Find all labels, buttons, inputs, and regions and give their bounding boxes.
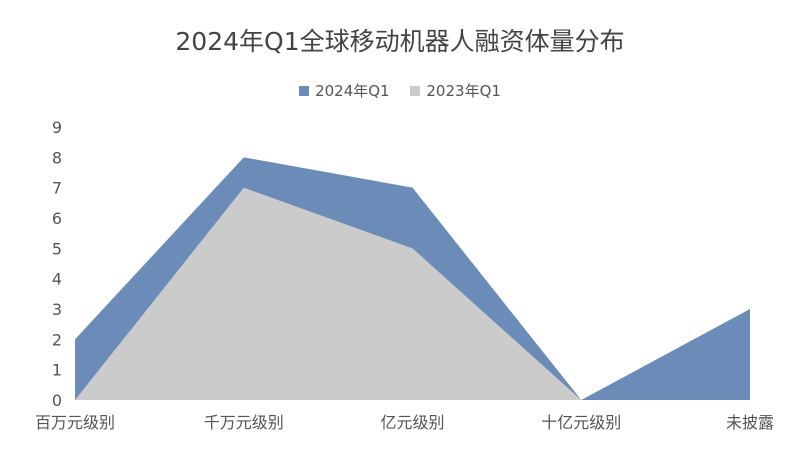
x-tick-label: 千万元级别 <box>204 413 284 432</box>
y-tick-label: 2 <box>52 330 62 349</box>
legend-swatch-2023 <box>410 85 421 96</box>
legend-label-2023: 2023年Q1 <box>426 82 501 100</box>
x-tick-label: 未披露 <box>726 413 774 432</box>
x-tick-label: 亿元级别 <box>380 413 444 432</box>
legend: 2024年Q1 2023年Q1 <box>0 80 800 101</box>
legend-item-2024: 2024年Q1 <box>299 80 390 101</box>
area-series-1 <box>75 187 750 400</box>
y-tick-label: 4 <box>52 270 62 289</box>
y-tick-label: 7 <box>52 179 62 198</box>
y-tick-label: 0 <box>52 391 62 410</box>
x-tick-label: 十亿元级别 <box>541 413 621 432</box>
legend-swatch-2024 <box>299 85 310 96</box>
chart-title: 2024年Q1全球移动机器人融资体量分布 <box>175 27 625 56</box>
y-tick-label: 9 <box>52 118 62 137</box>
y-tick-label: 6 <box>52 209 62 228</box>
x-tick-label: 百万元级别 <box>35 413 115 432</box>
y-tick-label: 3 <box>52 300 62 319</box>
y-tick-label: 1 <box>52 361 62 380</box>
y-tick-label: 8 <box>52 148 62 167</box>
legend-label-2024: 2024年Q1 <box>315 82 390 100</box>
y-tick-label: 5 <box>52 239 62 258</box>
legend-item-2023: 2023年Q1 <box>410 80 501 101</box>
